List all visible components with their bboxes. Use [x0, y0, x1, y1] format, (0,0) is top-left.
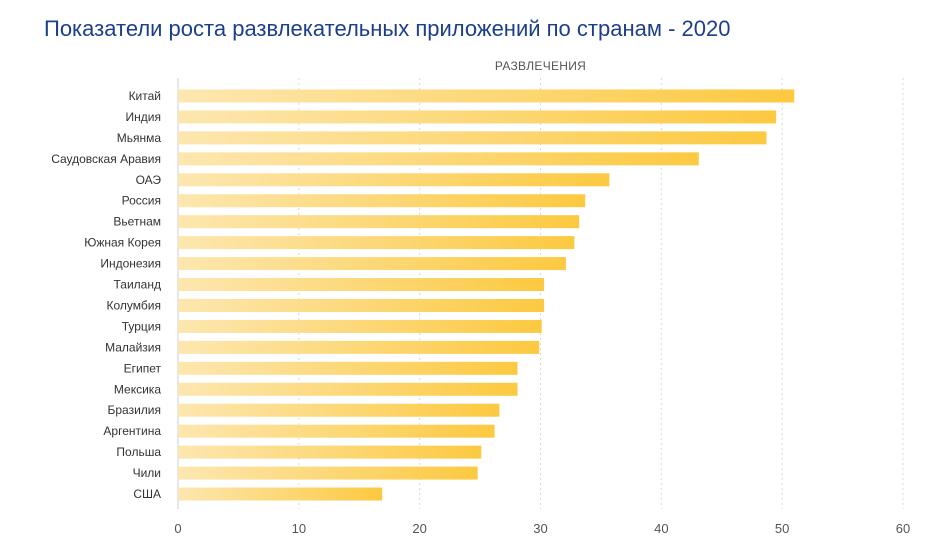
category-label: Польша — [116, 445, 161, 459]
bar-3[interactable] — [178, 131, 767, 145]
bar-6[interactable] — [178, 194, 586, 208]
category-label: Мексика — [114, 382, 161, 396]
category-label: Колумбия — [107, 298, 161, 312]
category-label: США — [133, 487, 161, 501]
category-label: Таиланд — [114, 278, 161, 292]
chart-title: Показатели роста развлекательных приложе… — [44, 16, 731, 41]
bar-14[interactable] — [178, 361, 518, 375]
category-label: Бразилия — [108, 403, 162, 417]
bar-10[interactable] — [178, 278, 545, 292]
bar-19[interactable] — [178, 466, 478, 480]
bar-13[interactable] — [178, 340, 540, 354]
x-tick-label: 20 — [412, 521, 426, 536]
bar-2[interactable] — [178, 110, 777, 124]
x-tick-label: 30 — [533, 521, 547, 536]
category-label: Малайзия — [105, 340, 161, 354]
bar-7[interactable] — [178, 215, 580, 229]
grid-layer: 0 10 20 30 40 50 60 — [174, 78, 910, 536]
x-tick-label: 60 — [896, 521, 910, 536]
x-tick-label: 50 — [775, 521, 789, 536]
bar-18[interactable] — [178, 445, 482, 459]
x-tick-label: 40 — [654, 521, 668, 536]
category-label: Россия — [122, 194, 161, 208]
category-label: ОАЭ — [136, 173, 162, 187]
bar-4[interactable] — [178, 152, 699, 166]
bar-20[interactable] — [178, 487, 383, 501]
bar-8[interactable] — [178, 236, 575, 250]
bar-9[interactable] — [178, 257, 566, 271]
category-label: Египет — [124, 361, 162, 375]
category-label: Мьянма — [117, 131, 162, 145]
bar-17[interactable] — [178, 424, 495, 438]
bar-16[interactable] — [178, 403, 500, 417]
category-label: Чили — [133, 466, 161, 480]
bar-12[interactable] — [178, 319, 542, 333]
label-layer: Китай Индия Мьянма Саудовская Аравия ОАЭ Росс… — [51, 89, 161, 501]
bar-15[interactable] — [178, 382, 518, 396]
bar-1[interactable] — [178, 89, 795, 103]
category-label: Индонезия — [100, 257, 161, 271]
bar-11[interactable] — [178, 298, 545, 312]
series-label: РАЗВЛЕЧЕНИЯ — [495, 59, 586, 73]
x-tick-label: 0 — [174, 521, 181, 536]
category-label: Вьетнам — [113, 215, 161, 229]
category-label: Турция — [122, 319, 161, 333]
category-label: Южная Корея — [84, 236, 161, 250]
category-label: Китай — [129, 89, 161, 103]
x-tick-label: 10 — [292, 521, 306, 536]
category-label: Саудовская Аравия — [51, 152, 161, 166]
category-label: Индия — [126, 110, 161, 124]
bar-layer — [178, 89, 795, 501]
category-label: Аргентина — [103, 424, 161, 438]
bar-5[interactable] — [178, 173, 610, 187]
